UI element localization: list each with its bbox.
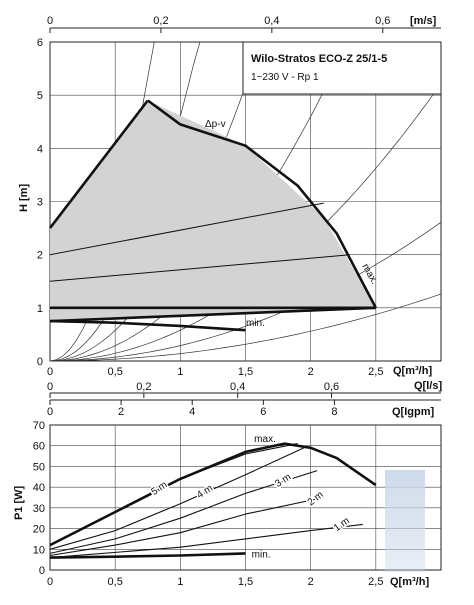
tick-label-x: 2,5	[368, 366, 383, 378]
flow-ls-tick-label: 0,4	[230, 381, 245, 393]
tick-label-x: 0,5	[108, 576, 123, 588]
flow-igpm-tick-label: 8	[331, 406, 337, 418]
flow-ls-axis: 0 0,2 0,4 0,6 Q[l/s]	[47, 380, 442, 398]
chart-subtitle: 1~230 V - Rp 1	[251, 72, 319, 83]
power-x-ticks: 0 0,5 1 1,5 2 2,5	[47, 576, 384, 588]
velocity-tick-label: 0,2	[153, 15, 168, 27]
tick-label-y: 20	[33, 524, 45, 536]
tick-label-y: 1	[37, 303, 43, 315]
tick-label-x: 1,5	[238, 576, 253, 588]
head-curve	[49, 306, 376, 323]
tick-label-y: 4	[37, 143, 43, 155]
tick-label-y: 60	[33, 441, 45, 453]
tick-label-x: 1	[177, 576, 183, 588]
velocity-axis: 0 0,2 0,4 0,6 [m/s]	[47, 15, 441, 33]
y-axis-label-head: H [m]	[18, 184, 30, 212]
chart-title: Wilo-Stratos ECO-Z 25/1-5	[251, 53, 387, 65]
head-curve	[147, 99, 377, 309]
power-curve-label: max.	[254, 434, 276, 445]
head-curve	[49, 254, 350, 282]
velocity-ticks: 0 0,2 0,4 0,6	[47, 15, 390, 33]
power-grid	[50, 425, 441, 570]
operating-envelope	[50, 100, 376, 322]
head-curve	[49, 202, 324, 256]
tick-label-x: 0	[47, 576, 53, 588]
y-axis-label-power: P1 [W]	[13, 485, 25, 520]
tick-label-x: 2	[308, 366, 314, 378]
tick-label-y: 10	[33, 544, 45, 556]
power-curve-label: min.	[252, 549, 271, 560]
x-axis-label-head: Q[m³/h]	[393, 365, 432, 377]
tick-label-y: 70	[33, 420, 45, 432]
x-axis-label-power: Q[m³/h]	[390, 576, 429, 588]
power-curve	[49, 470, 318, 554]
velocity-tick-label: 0	[47, 15, 53, 27]
head-curves	[48, 99, 377, 332]
velocity-tick-label: 0,6	[375, 15, 390, 27]
head-x-ticks: 0 0,5 1 1,5 2 2,5	[47, 366, 384, 378]
dp-v-label: Δp-v	[205, 119, 226, 130]
flow-ls-label: Q[l/s]	[414, 380, 442, 392]
highlight-band	[385, 470, 425, 572]
head-chart-panel: Wilo-Stratos ECO-Z 25/1-5 1~230 V - Rp 1…	[18, 37, 442, 378]
system-curve	[50, 221, 442, 362]
power-y-ticks: 0 10 20 30 40 50 60 70	[33, 420, 45, 577]
velocity-tick-label: 0,4	[264, 15, 279, 27]
head-y-ticks: 0 1 2 3 4 5 6	[37, 37, 43, 368]
tick-label-x: 2,5	[368, 576, 383, 588]
head-curve	[49, 319, 246, 332]
tick-label-x: 0	[47, 366, 53, 378]
power-curve	[49, 442, 377, 547]
flow-ls-tick-label: 0,6	[324, 381, 339, 393]
flow-igpm-ticks: 0 2 4 6 8	[47, 400, 338, 418]
tick-label-y: 0	[37, 356, 43, 368]
tick-label-x: 1	[177, 366, 183, 378]
flow-igpm-tick-label: 0	[47, 406, 53, 418]
head-curve	[48, 99, 149, 229]
power-curve	[49, 496, 324, 557]
flow-igpm-label: Q[Igpm]	[392, 406, 434, 418]
tick-label-y: 2	[37, 250, 43, 262]
flow-ls-tick-label: 0	[47, 381, 53, 393]
flow-igpm-tick-label: 2	[118, 406, 124, 418]
tick-label-y: 0	[39, 565, 45, 577]
tick-label-y: 40	[33, 482, 45, 494]
system-curve	[50, 293, 442, 362]
flow-igpm-tick-label: 6	[260, 406, 266, 418]
tick-label-y: 50	[33, 461, 45, 473]
tick-label-x: 0,5	[108, 366, 123, 378]
tick-label-y: 5	[37, 90, 43, 102]
power-curve	[49, 523, 363, 559]
flow-ls-ticks: 0 0,2 0,4 0,6	[47, 381, 339, 398]
min-curve-label: min.	[246, 318, 265, 329]
power-curve	[49, 552, 246, 559]
tick-label-y: 30	[33, 503, 45, 515]
tick-label-y: 6	[37, 37, 43, 49]
tick-label-x: 1,5	[238, 366, 253, 378]
velocity-axis-label: [m/s]	[410, 15, 437, 27]
tick-label-y: 3	[37, 197, 43, 209]
flow-ls-tick-label: 0,2	[136, 381, 151, 393]
flow-igpm-axis: 0 2 4 6 8 Q[Igpm]	[47, 399, 441, 418]
power-curve	[49, 447, 305, 550]
flow-igpm-tick-label: 4	[189, 406, 195, 418]
tick-label-x: 2	[308, 576, 314, 588]
power-curve	[147, 443, 298, 496]
